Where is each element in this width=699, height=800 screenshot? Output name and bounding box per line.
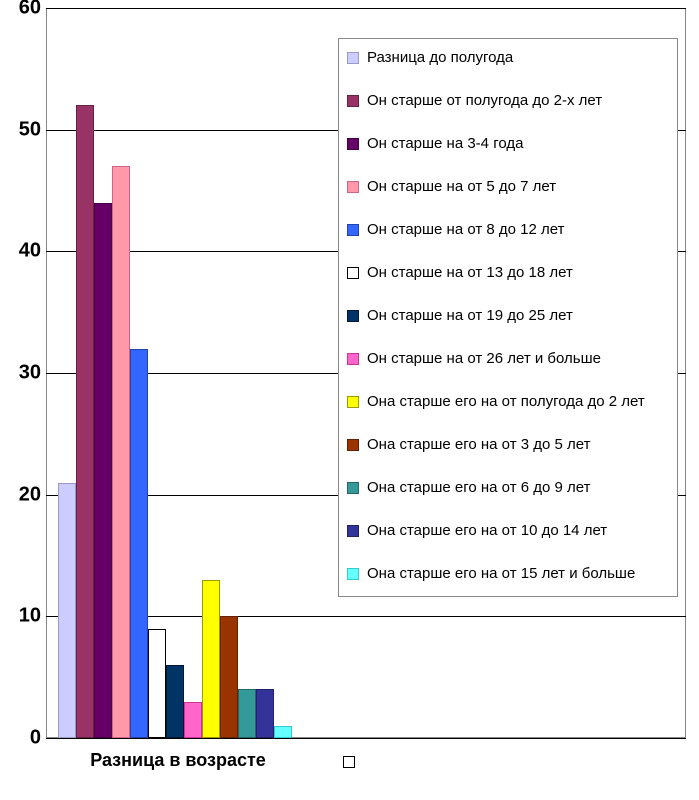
legend-label: Она старше его на от 6 до 9 лет <box>367 479 590 496</box>
legend-label: Она старше его на от полугода до 2 лет <box>367 393 645 410</box>
bar-series-4 <box>130 349 148 738</box>
legend-item: Он старше на от 5 до 7 лет <box>347 178 669 195</box>
bar-series-0 <box>58 483 76 739</box>
bar-series-6 <box>166 665 184 738</box>
legend-swatch <box>347 439 359 451</box>
legend-item: Разница до полугода <box>347 49 669 66</box>
legend-item: Она старше его на от 15 лет и больше <box>347 565 669 582</box>
legend-swatch <box>347 525 359 537</box>
legend-label: Он старше на от 19 до 25 лет <box>367 307 573 324</box>
legend-swatch <box>347 95 359 107</box>
legend-item: Он старше на от 26 лет и больше <box>347 350 669 367</box>
legend-swatch <box>347 181 359 193</box>
legend-item: Он старше на 3-4 года <box>347 135 669 152</box>
gridline <box>46 738 686 739</box>
bar-series-1 <box>76 105 94 738</box>
legend-item: Она старше его на от 10 до 14 лет <box>347 522 669 539</box>
legend-label: Он старше на от 13 до 18 лет <box>367 264 573 281</box>
legend-swatch <box>347 52 359 64</box>
y-tick-label: 50 <box>19 118 41 141</box>
legend-swatch <box>347 310 359 322</box>
gridline <box>46 8 686 9</box>
bar-series-2 <box>94 203 112 738</box>
legend-label: Она старше его на от 15 лет и больше <box>367 565 635 582</box>
bar-series-8 <box>202 580 220 738</box>
legend-label: Она старше его на от 10 до 14 лет <box>367 522 607 539</box>
bar-chart: 0102030405060 Разница в возрасте Разница… <box>8 8 691 792</box>
legend-swatch <box>347 138 359 150</box>
legend-label: Разница до полугода <box>367 49 513 66</box>
legend-label: Она старше его на от 3 до 5 лет <box>367 436 590 453</box>
legend-swatch <box>347 224 359 236</box>
legend-swatch <box>347 353 359 365</box>
legend-swatch <box>347 396 359 408</box>
legend-swatch <box>347 568 359 580</box>
bar-series-10 <box>238 689 256 738</box>
y-tick-label: 30 <box>19 362 41 385</box>
legend-item: Она старше его на от 6 до 9 лет <box>347 479 669 496</box>
legend-label: Он старше на от 8 до 12 лет <box>367 221 564 238</box>
y-tick-label: 20 <box>19 483 41 506</box>
y-tick-label: 60 <box>19 0 41 20</box>
legend-item: Он старше на от 13 до 18 лет <box>347 264 669 281</box>
y-tick-label: 0 <box>30 727 41 750</box>
bar-series-5 <box>148 629 166 739</box>
y-tick-label: 10 <box>19 605 41 628</box>
legend-item: Она старше его на от 3 до 5 лет <box>347 436 669 453</box>
legend-item: Он старше на от 8 до 12 лет <box>347 221 669 238</box>
legend-label: Он старше на от 26 лет и больше <box>367 350 601 367</box>
bar-series-11 <box>256 689 274 738</box>
legend-item: Он старше на от 19 до 25 лет <box>347 307 669 324</box>
bar-series-12 <box>274 726 292 738</box>
x-axis-label: Разница в возрасте <box>48 750 308 771</box>
bar-series-3 <box>112 166 130 738</box>
legend-label: Он старше на 3-4 года <box>367 135 523 152</box>
empty-legend-marker <box>343 756 355 768</box>
legend-label: Он старше на от 5 до 7 лет <box>367 178 556 195</box>
legend-swatch <box>347 267 359 279</box>
legend-item: Он старше от полугода до 2-х лет <box>347 92 669 109</box>
legend-swatch <box>347 482 359 494</box>
y-tick-label: 40 <box>19 240 41 263</box>
legend-label: Он старше от полугода до 2-х лет <box>367 92 602 109</box>
bar-series-7 <box>184 702 202 739</box>
bar-series-9 <box>220 616 238 738</box>
legend: Разница до полугода Он старше от полугода… <box>338 38 678 597</box>
legend-item: Она старше его на от полугода до 2 лет <box>347 393 669 410</box>
